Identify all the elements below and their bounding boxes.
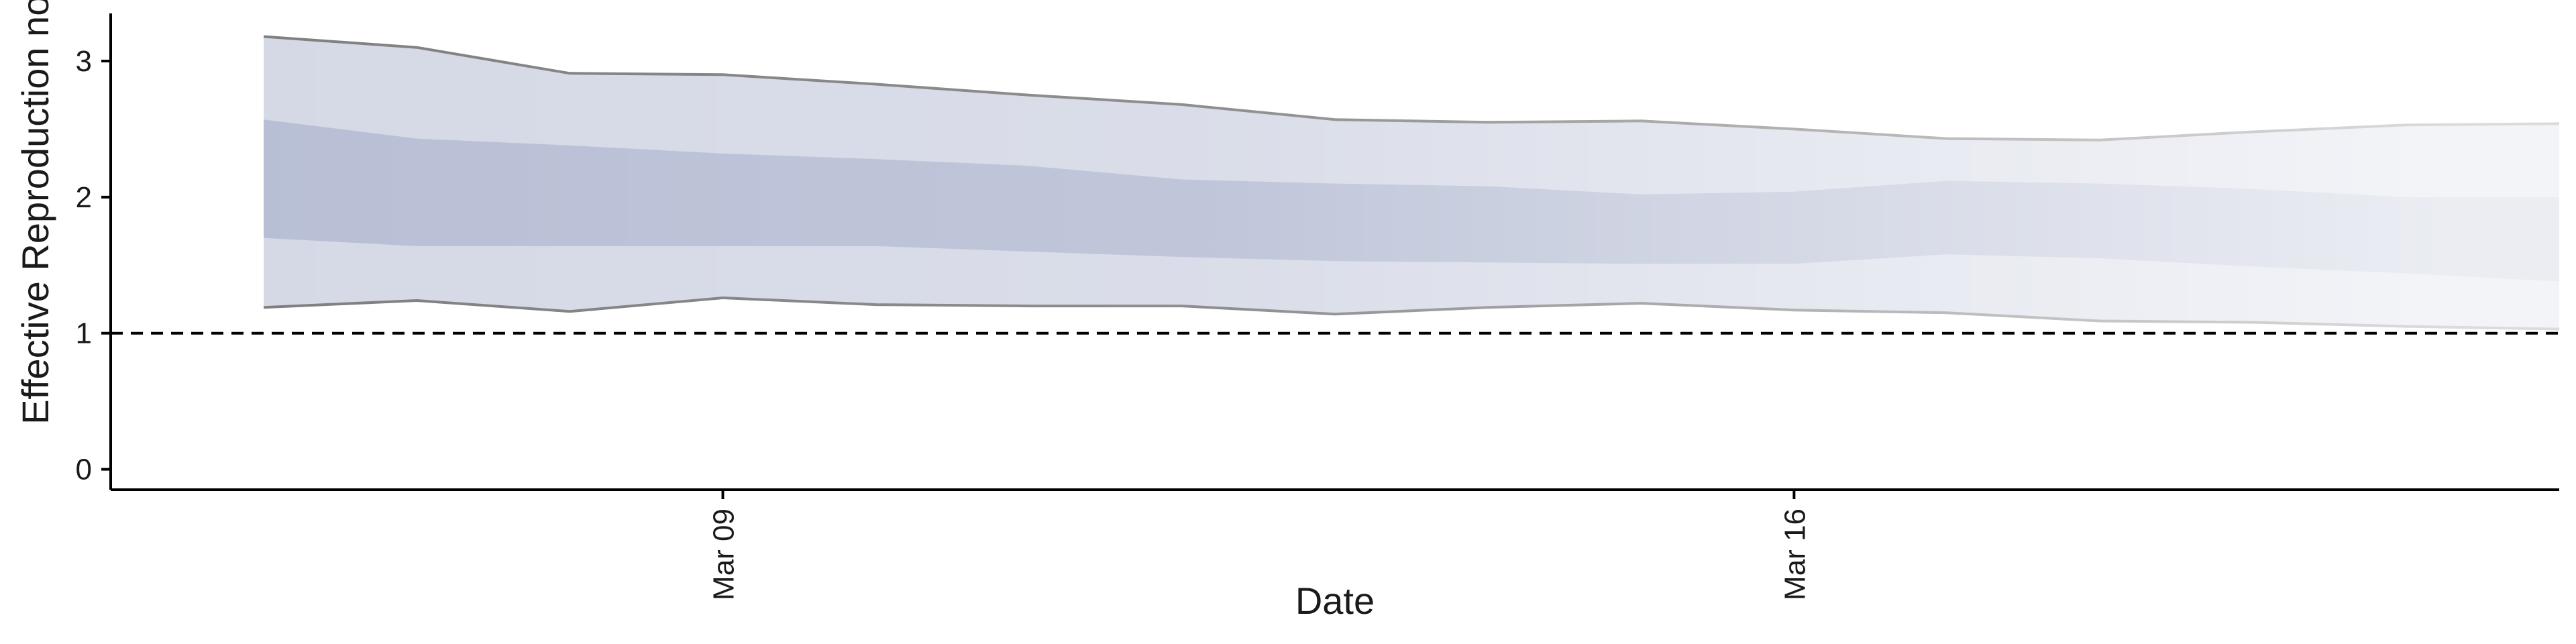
x-ticks: Mar 09 Mar 16 bbox=[708, 490, 1811, 600]
axes bbox=[109, 13, 2559, 491]
x-tick-label: Mar 16 bbox=[1778, 508, 1811, 600]
band-fade-overlay bbox=[264, 13, 2559, 490]
y-tick-label: 2 bbox=[76, 181, 92, 214]
x-tick-label: Mar 09 bbox=[708, 508, 741, 600]
y-axis-title: Effective Reproduction no. bbox=[14, 0, 56, 425]
y-tick-label: 1 bbox=[76, 317, 92, 350]
y-tick-label: 3 bbox=[76, 45, 92, 78]
y-ticks: 0 1 2 3 bbox=[76, 45, 111, 486]
y-tick-label: 0 bbox=[76, 453, 92, 486]
fade-rect bbox=[264, 13, 2559, 490]
x-axis-title: Date bbox=[1295, 580, 1375, 622]
